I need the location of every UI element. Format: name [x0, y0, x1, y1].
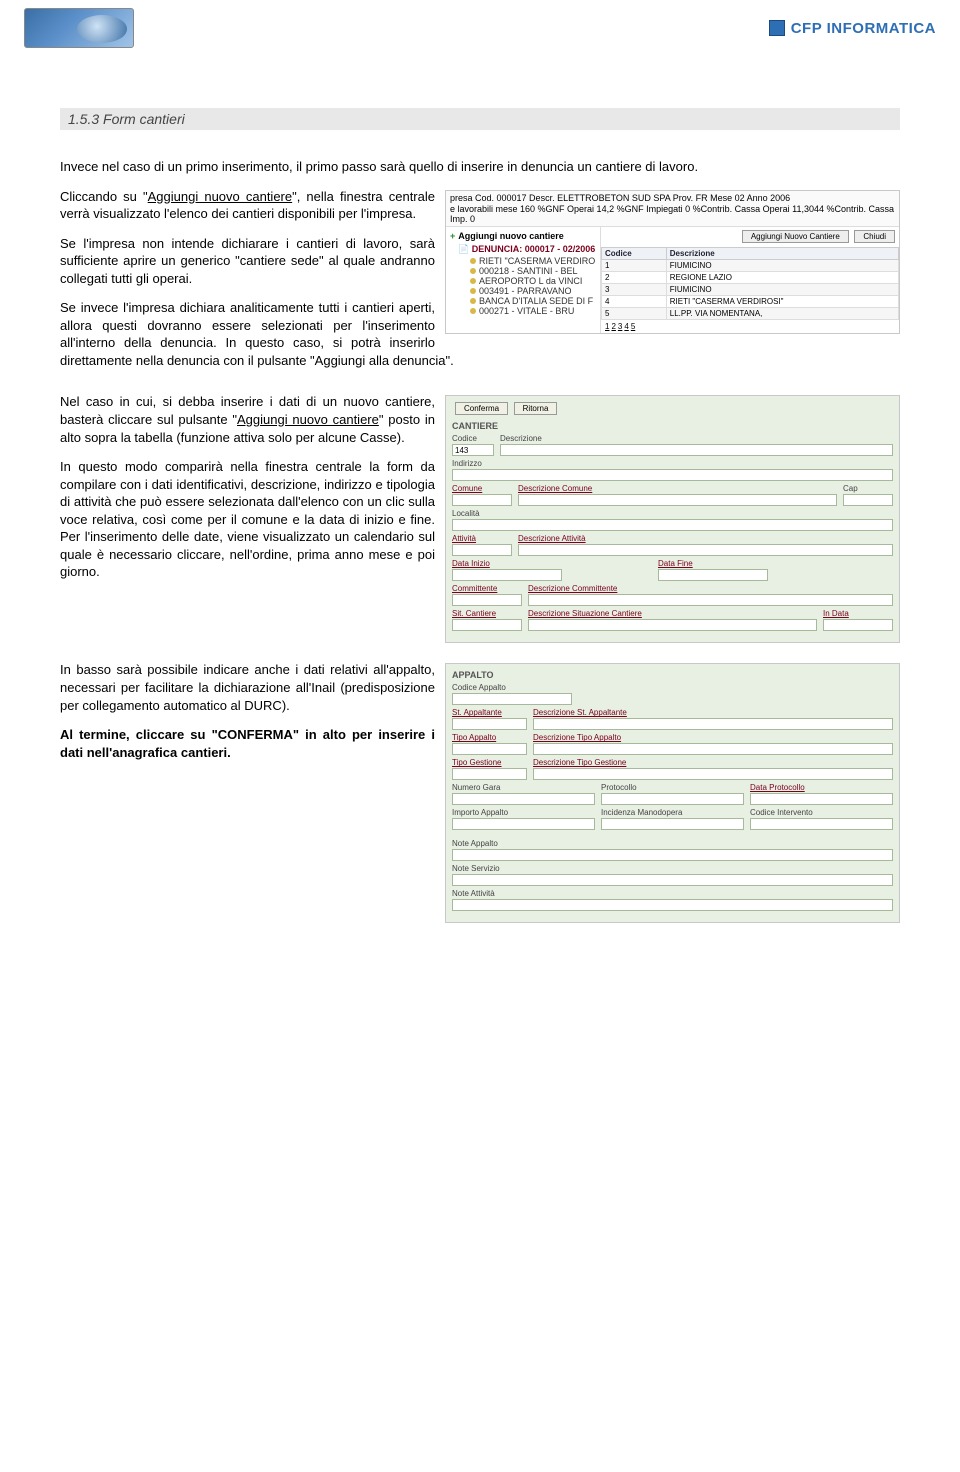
btn-ritorna[interactable]: Ritorna	[514, 402, 558, 415]
input-incidenza-manodopera[interactable]	[601, 818, 744, 830]
screenshot-tree-table: presa Cod. 000017 Descr. ELETTROBETON SU…	[445, 190, 900, 334]
input-cap[interactable]	[843, 494, 893, 506]
th-descrizione: Descrizione	[666, 247, 898, 259]
input-descrizione[interactable]	[500, 444, 893, 456]
btn-chiudi[interactable]: Chiudi	[854, 230, 895, 243]
input-in-data[interactable]	[823, 619, 893, 631]
table-row[interactable]: 4RIETI "CASERMA VERDIROSI"	[602, 295, 899, 307]
form-section-head-appalto: APPALTO	[452, 668, 893, 683]
block-shot2: Conferma Ritorna CANTIERE Codice143 Desc…	[60, 393, 900, 649]
tree-item[interactable]: AEROPORTO L da VINCI	[448, 276, 598, 286]
input-codice-appalto[interactable]	[452, 693, 572, 705]
btn-conferma[interactable]: Conferma	[455, 402, 508, 415]
link-aggiungi-nuovo-cantiere: Aggiungi nuovo cantiere	[148, 189, 292, 204]
input-numero-gara[interactable]	[452, 793, 595, 805]
screenshot-cantiere-form: Conferma Ritorna CANTIERE Codice143 Desc…	[445, 395, 900, 643]
input-desc-attivita[interactable]	[518, 544, 893, 556]
cfp-icon	[769, 20, 785, 36]
table-row[interactable]: 1FIUMICINO	[602, 259, 899, 271]
page-body: 1.5.3 Form cantieri Invece nel caso di u…	[0, 52, 960, 961]
table-row[interactable]: 2REGIONE LAZIO	[602, 271, 899, 283]
link-aggiungi-nuovo-cantiere-2: Aggiungi nuovo cantiere	[237, 412, 379, 427]
th-codice: Codice	[602, 247, 667, 259]
shot1-top-row2: e lavorabili mese 160 %GNF Operai 14,2 %…	[450, 204, 895, 224]
input-committente[interactable]	[452, 594, 522, 606]
shot1-tree: +Aggiungi nuovo cantiere 📄 DENUNCIA: 000…	[446, 227, 601, 333]
input-desc-tipo-gestione[interactable]	[533, 768, 893, 780]
cantieri-table: CodiceDescrizione 1FIUMICINO 2REGIONE LA…	[601, 247, 899, 320]
shot1-right: Aggiungi Nuovo Cantiere Chiudi CodiceDes…	[601, 227, 899, 333]
input-desc-sit[interactable]	[528, 619, 817, 631]
logo-right: CFP INFORMATICA	[769, 20, 936, 37]
input-desc-comune[interactable]	[518, 494, 837, 506]
tree-item[interactable]: 003491 - PARRAVANO	[448, 286, 598, 296]
plus-icon: +	[450, 231, 455, 241]
input-localita[interactable]	[452, 519, 893, 531]
input-attivita[interactable]	[452, 544, 512, 556]
tree-item[interactable]: 000218 - SANTINI - BEL	[448, 266, 598, 276]
input-importo-appalto[interactable]	[452, 818, 595, 830]
shot1-topbar: presa Cod. 000017 Descr. ELETTROBETON SU…	[446, 191, 899, 227]
block-shot3: APPALTO Codice Appalto St. Appaltante De…	[60, 661, 900, 929]
page-header: CFP INFORMATICA	[0, 0, 960, 52]
input-data-protocollo[interactable]	[750, 793, 893, 805]
tree-item[interactable]: RIETI "CASERMA VERDIRO	[448, 256, 598, 266]
input-note-servizio[interactable]	[452, 874, 893, 886]
tree-item[interactable]: 000271 - VITALE - BRU	[448, 306, 598, 316]
tree-add-cantiere[interactable]: +Aggiungi nuovo cantiere	[448, 230, 598, 243]
shot1-top-row1: presa Cod. 000017 Descr. ELETTROBETON SU…	[450, 193, 895, 203]
brand-text: CFP INFORMATICA	[791, 20, 936, 37]
para-intro: Invece nel caso di un primo inserimento,…	[60, 158, 900, 176]
tree-root[interactable]: 📄 DENUNCIA: 000017 - 02/2006	[448, 243, 598, 256]
section-title: 1.5.3 Form cantieri	[60, 108, 900, 130]
input-note-attivita[interactable]	[452, 899, 893, 911]
input-indirizzo[interactable]	[452, 469, 893, 481]
input-desc-tipo-appalto[interactable]	[533, 743, 893, 755]
input-codice-intervento[interactable]	[750, 818, 893, 830]
logo-left	[24, 8, 134, 48]
input-data-fine[interactable]	[658, 569, 768, 581]
screenshot-appalto-form: APPALTO Codice Appalto St. Appaltante De…	[445, 663, 900, 923]
input-comune[interactable]	[452, 494, 512, 506]
input-data-inizio[interactable]	[452, 569, 562, 581]
input-note-appalto[interactable]	[452, 849, 893, 861]
input-tipo-appalto[interactable]	[452, 743, 527, 755]
form-section-head: CANTIERE	[452, 419, 893, 434]
input-protocollo[interactable]	[601, 793, 744, 805]
input-sit-cantiere[interactable]	[452, 619, 522, 631]
table-row[interactable]: 5LL.PP. VIA NOMENTANA,	[602, 307, 899, 319]
input-desc-committente[interactable]	[528, 594, 893, 606]
block-shot1: presa Cod. 000017 Descr. ELETTROBETON SU…	[60, 188, 900, 382]
input-desc-st-appaltante[interactable]	[533, 718, 893, 730]
input-codice[interactable]: 143	[452, 444, 494, 456]
tree-item[interactable]: BANCA D'ITALIA SEDE DI F	[448, 296, 598, 306]
pager[interactable]: 12345	[601, 320, 899, 333]
input-st-appaltante[interactable]	[452, 718, 527, 730]
table-row[interactable]: 3FIUMICINO	[602, 283, 899, 295]
btn-aggiungi-nuovo-cantiere[interactable]: Aggiungi Nuovo Cantiere	[742, 230, 849, 243]
input-tipo-gestione[interactable]	[452, 768, 527, 780]
